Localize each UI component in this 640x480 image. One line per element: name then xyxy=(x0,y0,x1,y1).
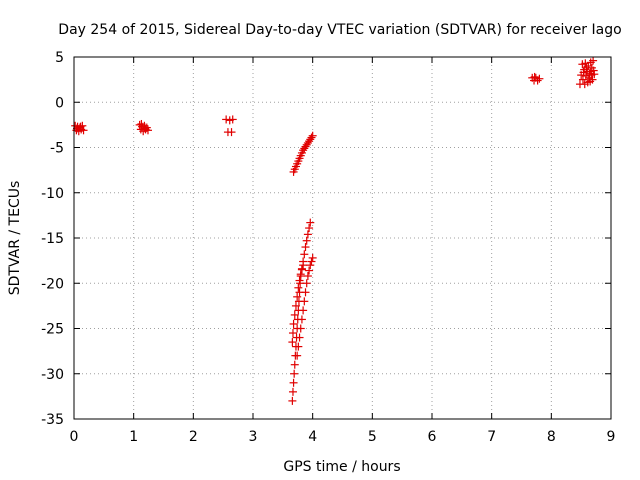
y-tick-label: -30 xyxy=(41,367,64,383)
data-point xyxy=(288,329,297,338)
data-point xyxy=(303,272,312,281)
data-point xyxy=(295,333,304,342)
data-point xyxy=(288,338,297,347)
data-point xyxy=(289,319,298,328)
chart-title: Day 254 of 2015, Sidereal Day-to-day VTE… xyxy=(58,22,621,38)
data-point xyxy=(297,315,306,324)
data-point xyxy=(307,133,316,142)
data-point xyxy=(306,261,315,270)
data-point xyxy=(294,283,303,292)
data-point xyxy=(308,253,317,262)
data-point xyxy=(530,72,539,81)
y-tick-label: -25 xyxy=(41,322,64,338)
data-point xyxy=(300,297,309,306)
data-point xyxy=(295,276,304,285)
data-point xyxy=(308,131,317,140)
data-point xyxy=(585,69,594,78)
data-point xyxy=(301,243,310,252)
x-tick-label: 3 xyxy=(249,429,258,445)
data-point xyxy=(302,236,311,245)
x-tick-label: 4 xyxy=(308,429,317,445)
data-point xyxy=(579,68,588,77)
data-point xyxy=(289,378,298,387)
x-tick-label: 1 xyxy=(129,429,138,445)
y-axis-label: SDTVAR / TECUs xyxy=(7,181,23,296)
data-point xyxy=(137,119,146,128)
data-point xyxy=(305,224,314,233)
data-point xyxy=(302,279,311,288)
x-tick-label: 9 xyxy=(607,429,616,445)
data-point xyxy=(227,128,236,137)
data-point xyxy=(288,396,297,405)
data-points xyxy=(71,56,599,405)
x-tick-label: 6 xyxy=(428,429,437,445)
data-point xyxy=(305,266,314,275)
data-point xyxy=(586,67,595,76)
y-tick-label: -35 xyxy=(41,412,64,428)
data-point xyxy=(306,218,315,227)
data-point xyxy=(294,342,303,351)
data-point xyxy=(76,122,85,131)
data-point xyxy=(290,310,299,319)
x-tick-label: 8 xyxy=(547,429,556,445)
y-tick-label: -15 xyxy=(41,231,64,247)
data-point xyxy=(297,265,306,274)
data-point xyxy=(288,387,297,396)
data-point xyxy=(299,261,308,270)
data-point xyxy=(300,250,309,259)
data-point xyxy=(291,301,300,310)
y-tick-label: -10 xyxy=(41,186,64,202)
data-point xyxy=(582,63,591,72)
data-point xyxy=(296,270,305,279)
data-point xyxy=(290,360,299,369)
data-point xyxy=(296,324,305,333)
data-point xyxy=(307,257,316,266)
plot-frame xyxy=(73,56,612,420)
ticks-layer: 0 1 2 3 4 5 6 7 8 9 5 0 -5 -10 -15 -20 -25 -30 -35 xyxy=(41,50,615,445)
x-tick-label: 2 xyxy=(189,429,198,445)
y-tick-label: 0 xyxy=(55,95,64,111)
x-tick-label: 0 xyxy=(70,429,79,445)
grid-layer xyxy=(74,57,611,419)
data-point xyxy=(589,56,598,65)
data-point xyxy=(301,288,310,297)
data-point xyxy=(290,369,299,378)
y-tick-label: -5 xyxy=(50,141,64,157)
data-point xyxy=(78,121,87,130)
x-axis-label: GPS time / hours xyxy=(283,459,400,475)
x-tick-label: 5 xyxy=(368,429,377,445)
y-tick-label: -20 xyxy=(41,276,64,292)
data-point xyxy=(228,115,237,124)
y-tick-label: 5 xyxy=(55,50,64,66)
data-point xyxy=(535,74,544,83)
data-point xyxy=(293,351,302,360)
data-point xyxy=(293,292,302,301)
data-point xyxy=(588,75,597,84)
data-point xyxy=(303,230,312,239)
data-point xyxy=(141,124,150,133)
data-point xyxy=(299,306,308,315)
x-tick-label: 7 xyxy=(487,429,496,445)
